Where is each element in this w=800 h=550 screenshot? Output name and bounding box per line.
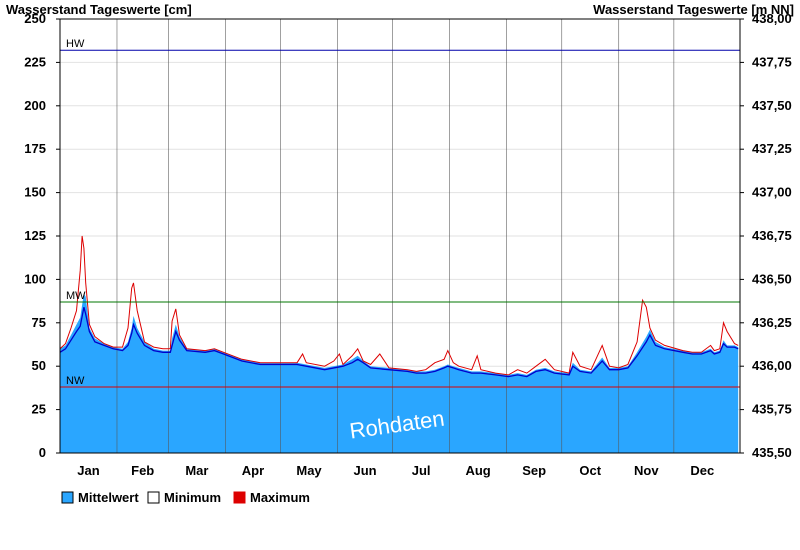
right-tick-label: 437,75 <box>752 54 792 69</box>
month-label: Apr <box>242 463 264 478</box>
legend-swatch-mittelwert <box>61 491 74 504</box>
month-label: Feb <box>131 463 154 478</box>
right-tick-label: 436,75 <box>752 228 792 243</box>
right-tick-label: 435,75 <box>752 402 792 417</box>
plot-frame <box>59 18 741 454</box>
month-label: Nov <box>634 463 659 478</box>
month-label: Jul <box>412 463 431 478</box>
month-labels: Jan Feb Mar Apr May Jun Jul Aug Sep Oct Nov Dec <box>77 463 714 478</box>
minimum-line <box>59 307 739 378</box>
left-tick-label: 225 <box>24 54 46 69</box>
reference-lines: HW MW NW <box>60 38 740 388</box>
right-axis-title: Wasserstand Tageswerte [m NN] <box>593 2 794 17</box>
month-separators <box>116 19 675 453</box>
month-label: Jan <box>77 463 99 478</box>
reference-label-hw: HW <box>66 38 85 50</box>
left-tick-label: 25 <box>32 402 46 417</box>
right-axis-ticks: 435,50 435,75 436,00 436,25 436,50 436,75 437,… <box>740 11 792 460</box>
month-label: May <box>296 463 322 478</box>
right-tick-label: 438,00 <box>752 11 792 26</box>
left-tick-label: 100 <box>24 271 46 286</box>
right-tick-label: 435,50 <box>752 445 792 460</box>
month-label: Mar <box>185 463 208 478</box>
left-tick-label: 175 <box>24 141 46 156</box>
month-label: Sep <box>522 463 546 478</box>
left-tick-label: 250 <box>24 11 46 26</box>
month-label: Jun <box>354 463 377 478</box>
left-tick-label: 125 <box>24 228 46 243</box>
legend-swatch-minimum <box>147 491 160 504</box>
left-tick-label: 0 <box>39 445 46 460</box>
left-tick-label: 50 <box>32 358 46 373</box>
legend-label-maximum: Maximum <box>250 490 310 505</box>
legend-swatch-maximum <box>233 491 246 504</box>
reference-label-nw: NW <box>66 375 85 387</box>
legend-label-minimum: Minimum <box>164 490 221 505</box>
left-tick-label: 75 <box>32 315 46 330</box>
left-tick-label: 200 <box>24 98 46 113</box>
left-axis-ticks: 0 25 50 75 100 125 150 175 200 225 250 <box>24 11 60 460</box>
left-axis-title: Wasserstand Tageswerte [cm] <box>6 2 192 17</box>
month-label: Dec <box>690 463 714 478</box>
right-tick-label: 436,50 <box>752 271 792 286</box>
month-label: Oct <box>579 463 601 478</box>
right-tick-label: 436,25 <box>752 315 792 330</box>
mittelwert-area <box>60 293 739 453</box>
maximum-line <box>59 235 739 376</box>
reference-label-mw: MW <box>66 290 86 302</box>
month-label: Aug <box>465 463 490 478</box>
left-tick-label: 150 <box>24 185 46 200</box>
right-tick-label: 437,50 <box>752 98 792 113</box>
legend: Mittelwert Minimum Maximum <box>61 490 310 505</box>
right-tick-label: 437,00 <box>752 185 792 200</box>
right-tick-label: 437,25 <box>752 141 792 156</box>
legend-label-mittelwert: Mittelwert <box>78 490 139 505</box>
right-tick-label: 436,00 <box>752 358 792 373</box>
